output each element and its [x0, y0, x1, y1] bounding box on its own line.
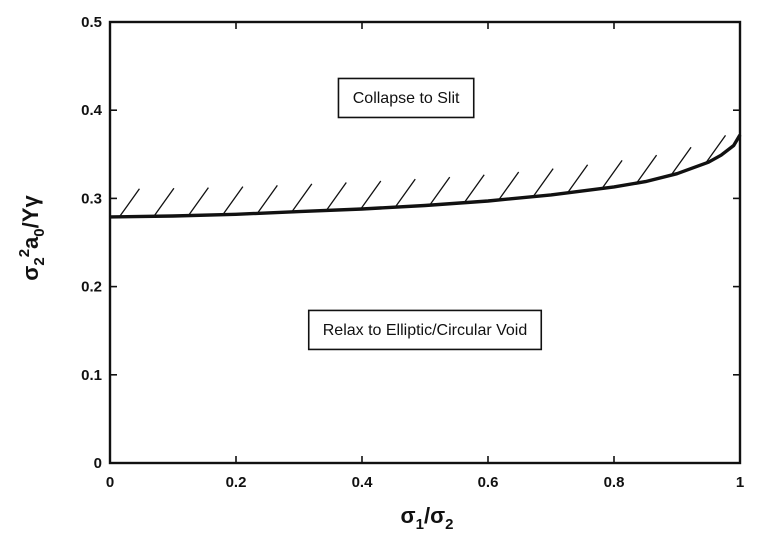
x-tick-label: 1 — [736, 474, 744, 491]
y-axis-title: σ22a0/Yγ — [16, 195, 48, 281]
axes-layer — [108, 20, 742, 465]
plot-frame — [108, 20, 742, 465]
x-tick-label: 0.8 — [604, 474, 625, 491]
hatch-line — [187, 187, 209, 216]
hatch-line — [118, 188, 140, 218]
hatch-line — [325, 182, 347, 211]
hatch-line — [704, 134, 727, 164]
region-label-relax-box — [307, 309, 543, 351]
region-label-collapse: Collapse to Slit — [353, 90, 460, 107]
y-tick-label: 0.4 — [81, 102, 103, 119]
hatch-line — [532, 168, 554, 197]
x-tick-label: 0 — [106, 474, 114, 491]
hatch-line — [498, 171, 520, 201]
hatch-line — [429, 176, 451, 206]
hatch-line — [636, 154, 658, 184]
hatch-line — [601, 160, 623, 189]
series-layer — [109, 134, 742, 219]
y-tick-label: 0.2 — [81, 279, 102, 296]
hatch-line — [291, 183, 313, 213]
hatch-line — [360, 180, 382, 210]
boundary-curve — [109, 134, 742, 219]
hatch-line — [670, 146, 692, 176]
region-label-collapse-box — [337, 77, 475, 119]
hatch-line — [153, 187, 175, 217]
y-tick-label: 0.1 — [81, 367, 102, 384]
tick-layer: 0 0.2 0.4 0.6 0.8 1 0 0.1 0.2 0.3 0.4 0.5 — [81, 14, 744, 491]
x-axis-title: σ1/σ2 — [401, 503, 454, 533]
hatch-layer — [118, 134, 727, 218]
y-tick-label: 0 — [94, 455, 102, 472]
y-tick-label: 0.3 — [81, 190, 102, 207]
region-label-collapse-group: Collapse to Slit — [337, 77, 475, 119]
hatch-line — [256, 185, 278, 214]
x-tick-label: 0.6 — [478, 474, 499, 491]
region-label-relax-group: Relax to Elliptic/Circular Void — [307, 309, 543, 351]
x-tick-label: 0.4 — [352, 474, 374, 491]
hatch-line — [394, 178, 416, 208]
annotation-layer: Collapse to Slit Relax to Elliptic/Circul… — [307, 77, 543, 351]
hatch-line — [463, 174, 485, 204]
y-tick-label: 0.5 — [81, 14, 102, 31]
hatch-line — [567, 164, 589, 194]
hatch-line — [222, 186, 244, 216]
region-label-relax: Relax to Elliptic/Circular Void — [323, 322, 528, 339]
x-tick-label: 0.2 — [226, 474, 247, 491]
